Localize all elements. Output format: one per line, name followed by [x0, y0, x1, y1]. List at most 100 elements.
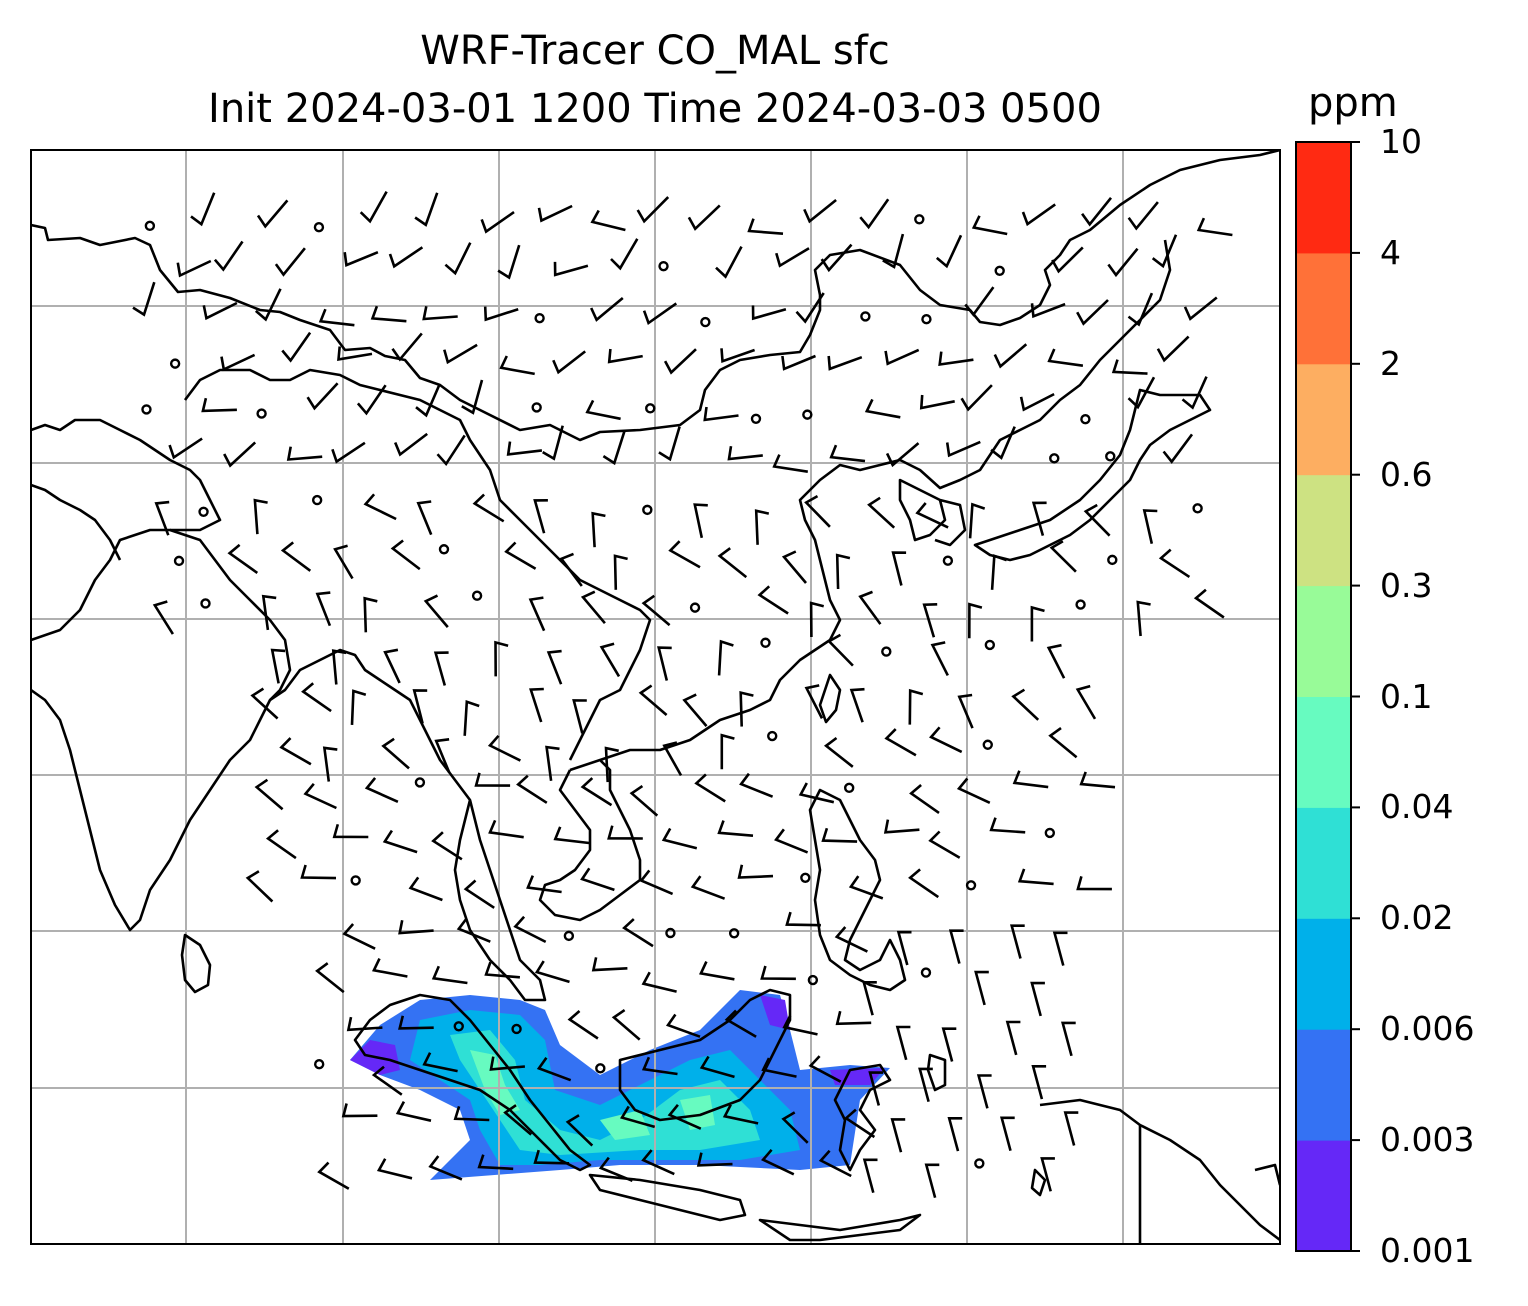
- wind-barb: [607, 825, 643, 840]
- wind-barb: [1183, 296, 1218, 321]
- wind-barb: [1196, 217, 1233, 237]
- wind-barb: [1000, 1116, 1015, 1152]
- wind-barb: [827, 355, 863, 371]
- wind-barb: [332, 823, 369, 839]
- wind-barb: [971, 215, 1008, 236]
- calm-wind-marker: [1107, 554, 1118, 566]
- wind-barb: [533, 499, 548, 534]
- wind-barb: [1076, 299, 1109, 326]
- wind-barb: [760, 965, 796, 981]
- wind-barb: [565, 1114, 594, 1147]
- tracer-plume-mint: [470, 1050, 715, 1140]
- wind-barb: [610, 238, 639, 271]
- tracer-plume-turquoise: [450, 1030, 760, 1155]
- wind-barb: [1075, 684, 1097, 720]
- wind-barb: [724, 1009, 757, 1038]
- plot-frame: [30, 149, 1281, 1245]
- wind-barb: [885, 442, 920, 468]
- calm-wind-marker: [800, 872, 811, 884]
- wind-barb: [1040, 1157, 1055, 1192]
- wind-barb: [483, 306, 519, 322]
- coastline-java: [588, 1173, 747, 1222]
- wind-barb: [408, 876, 443, 902]
- wind-barb: [775, 247, 810, 268]
- wind-barb: [826, 633, 854, 667]
- wind-barb: [395, 1100, 432, 1122]
- wind-barb: [641, 594, 671, 627]
- wind-barb: [444, 242, 472, 276]
- coastlines: [31, 150, 1280, 1244]
- wind-barb: [785, 911, 821, 927]
- calm-wind-marker: [511, 1023, 522, 1035]
- wind-barb: [1005, 1020, 1021, 1056]
- wind-barb: [891, 551, 907, 586]
- wind-barb: [804, 684, 824, 719]
- wind-barb: [306, 382, 339, 411]
- wind-barb: [1156, 335, 1190, 363]
- calm-wind-marker: [453, 1021, 464, 1032]
- wind-barb: [883, 819, 920, 834]
- wind-barb: [1021, 203, 1056, 227]
- wind-barb: [1012, 770, 1049, 789]
- wind-barb: [434, 738, 451, 773]
- wind-barb: [398, 920, 434, 935]
- colorbar-tick-label: 0.04: [1380, 787, 1454, 827]
- wind-barb: [1030, 605, 1045, 642]
- calm-wind-marker: [700, 316, 711, 328]
- wind-barb: [948, 929, 964, 964]
- wind-barb: [1052, 931, 1068, 966]
- wind-barb: [1081, 196, 1113, 227]
- wind-barb: [657, 646, 672, 681]
- wind-barb: [1063, 1111, 1079, 1146]
- coastline-sumatra: [353, 993, 592, 1172]
- wind-barb: [717, 820, 754, 837]
- wind-barb: [629, 785, 659, 817]
- wind-barb: [422, 1052, 458, 1073]
- calm-wind-marker: [198, 506, 209, 517]
- wind-barb: [1049, 540, 1077, 573]
- wind-barb: [265, 829, 297, 860]
- wind-barb: [924, 1163, 940, 1199]
- wind-barb: [641, 1149, 675, 1176]
- wind-barb: [343, 250, 379, 267]
- wind-barb: [781, 1111, 809, 1144]
- wind-barb: [620, 1105, 656, 1129]
- wind-barb: [1031, 1065, 1047, 1100]
- wind-barb: [1031, 501, 1047, 536]
- wind-barb: [370, 305, 407, 323]
- wind-barb: [1046, 643, 1066, 679]
- wind-barb: [463, 700, 480, 736]
- wind-barb: [737, 864, 774, 879]
- calm-wind-marker: [665, 927, 676, 939]
- coastline-myanmar-bay: [269, 648, 472, 801]
- wind-barb: [433, 651, 449, 686]
- wind-barb: [1061, 1021, 1076, 1057]
- wind-barb: [928, 830, 961, 859]
- wind-barb: [342, 923, 376, 950]
- wind-barb: [808, 1055, 842, 1083]
- wind-barb: [882, 233, 905, 269]
- wind-barb: [990, 554, 1008, 590]
- coastline-sri-lanka: [180, 933, 212, 994]
- wind-barb: [957, 693, 974, 729]
- wind-barb: [280, 541, 312, 572]
- coastline-sulawesi: [833, 1063, 892, 1172]
- wind-barb: [667, 1103, 702, 1130]
- wind-barb: [436, 434, 466, 467]
- wind-barb: [896, 930, 912, 966]
- wind-barb: [935, 234, 963, 269]
- calm-wind-marker: [658, 260, 669, 272]
- wind-barb: [1083, 503, 1111, 537]
- wind-barb: [682, 693, 708, 727]
- wind-barb: [346, 1016, 383, 1032]
- wind-barb: [809, 601, 825, 638]
- calm-wind-marker: [914, 214, 925, 225]
- wind-barb: [428, 1155, 463, 1181]
- wind-barb: [1127, 292, 1154, 327]
- calm-wind-marker: [920, 967, 932, 978]
- wind-barb: [494, 640, 509, 677]
- wind-barb: [1019, 392, 1055, 412]
- wind-barb: [391, 332, 423, 362]
- wind-barb: [739, 690, 754, 727]
- wind-barb: [300, 864, 337, 880]
